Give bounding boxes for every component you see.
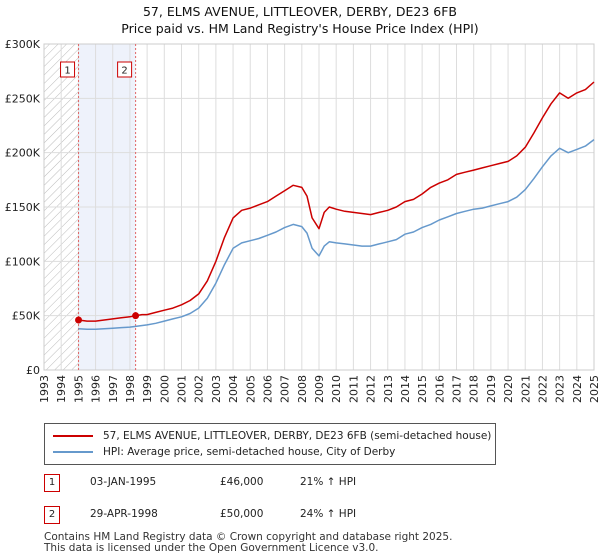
x-tick-label: 2024 [571,375,584,403]
y-tick-label: £0 [26,364,40,377]
legend-label-hpi: HPI: Average price, semi-detached house,… [103,446,396,458]
x-tick-label: 1995 [72,375,85,403]
x-tick-label: 1999 [141,375,154,403]
legend-swatch-hpi [53,451,93,453]
transaction-hpi-change: 21% ↑ HPI [300,476,357,488]
x-tick-label: 2012 [365,375,378,403]
y-tick-label: £150K [5,201,41,214]
x-tick-label: 2003 [210,375,223,403]
property-price-line [78,81,595,322]
y-tick-label: £50K [12,310,41,323]
price-chart: 1993 1994 1995 1996 1997 1998 1999 2000 2001 2002… [5,38,600,403]
x-tick-label: 2006 [261,375,274,403]
y-tick-label: £100K [5,255,41,268]
transaction-price: £50,000 [220,508,264,520]
transaction-hpi-change: 24% ↑ HPI [300,508,357,520]
chart-subtitle: Price paid vs. HM Land Registry's House … [121,21,479,36]
x-tick-label: 2021 [519,375,532,403]
footer: Contains HM Land Registry data © Crown c… [44,532,584,554]
sale-label-box [60,61,76,78]
x-tick-label: 2005 [244,375,257,403]
transaction-date: 03-JAN-1995 [90,476,157,488]
x-tick-label: 2015 [416,375,429,403]
legend-label-property: 57, ELMS AVENUE, LITTLEOVER, DERBY, DE23… [103,430,492,442]
transaction-row: 2 29-APR-1998 £50,000 24% ↑ HPI [44,506,464,524]
chart-title: 57, ELMS AVENUE, LITTLEOVER, DERBY, DE23… [142,4,458,19]
x-tick-label: 2007 [279,375,292,403]
transaction-price: £46,000 [220,476,264,488]
x-tick-label: 2014 [399,375,412,403]
x-tick-label: 1993 [38,375,51,403]
footer-licence: This data is licensed under the Open Gov… [44,542,379,554]
y-tick-label: £250K [5,92,41,105]
sale-label: 2 [121,66,127,77]
sale-label-box [117,61,133,78]
x-tick-label: 2011 [347,375,360,403]
transaction-marker-1: 1 [44,474,60,492]
x-tick-label: 2023 [554,375,567,403]
y-tick-label: £200K [5,147,41,160]
hpi-line [78,139,595,331]
legend-swatch-property [53,435,93,437]
x-tick-label: 2009 [313,375,326,403]
transaction-marker-2: 2 [44,506,60,524]
x-tick-label: 2017 [451,375,464,403]
x-tick-label: 1996 [90,375,103,403]
sale-point [75,316,83,324]
transaction-date: 29-APR-1998 [90,508,158,520]
x-tick-label: 1997 [107,375,120,403]
x-tick-label: 2022 [536,375,549,403]
sale-point [132,312,140,320]
x-tick-label: 2019 [485,375,498,403]
x-tick-label: 2000 [158,375,171,403]
x-tick-label: 2025 [588,375,600,403]
x-tick-label: 2010 [330,375,343,403]
x-tick-label: 2004 [227,375,240,403]
x-tick-label: 1994 [55,375,68,403]
transaction-row: 1 03-JAN-1995 £46,000 21% ↑ HPI [44,474,464,492]
x-tick-label: 2008 [296,375,309,403]
y-tick-label: £300K [5,38,41,51]
legend-item-property: 57, ELMS AVENUE, LITTLEOVER, DERBY, DE23… [53,429,491,443]
legend-item-hpi: HPI: Average price, semi-detached house,… [53,445,395,459]
x-tick-label: 1998 [124,375,137,403]
footer-copyright: Contains HM Land Registry data © Crown c… [44,531,453,543]
x-tick-label: 2018 [468,375,481,403]
legend: 57, ELMS AVENUE, LITTLEOVER, DERBY, DE23… [44,423,496,465]
x-tick-label: 2020 [502,375,515,403]
plot-border [43,43,595,371]
x-tick-label: 2013 [382,375,395,403]
sale-label: 1 [64,66,70,77]
x-tick-label: 2002 [193,375,206,403]
x-tick-label: 2001 [176,375,189,403]
x-tick-label: 2016 [433,375,446,403]
